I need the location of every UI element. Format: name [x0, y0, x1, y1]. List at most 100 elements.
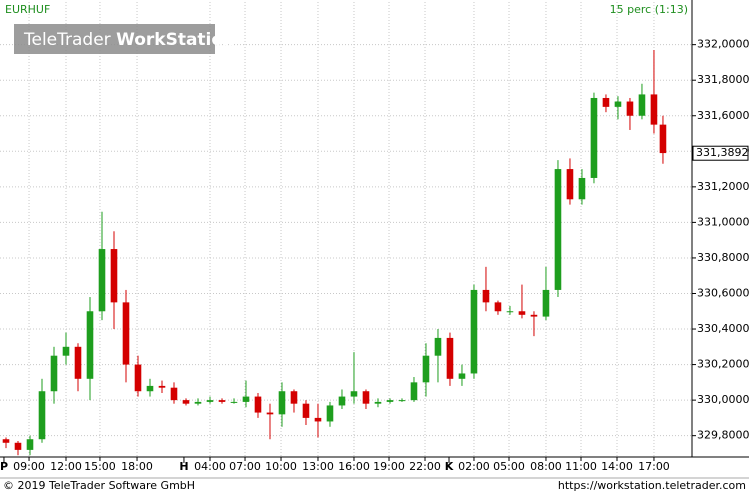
candle-body: [554, 169, 562, 290]
candle-body: [98, 249, 106, 312]
candle-body: [602, 97, 610, 107]
y-tick-label: 330,0000: [697, 393, 749, 406]
x-tick-label: 08:00: [530, 460, 562, 473]
candle-body: [290, 391, 298, 404]
candle-body: [2, 439, 10, 443]
candle-body: [242, 396, 250, 402]
candle-body: [614, 101, 622, 107]
last-price-label: 331,3892: [696, 146, 749, 159]
y-tick-label: 330,4000: [697, 322, 749, 335]
url: https://workstation.teletrader.com: [558, 479, 746, 492]
y-tick-label: 330,2000: [697, 358, 749, 371]
watermark-product: WorkStation: [116, 30, 235, 50]
candle-body: [146, 385, 154, 392]
x-tick-label: 02:00: [458, 460, 490, 473]
candle-body: [638, 94, 646, 116]
x-tick-label: 09:00: [13, 460, 45, 473]
x-tick-label: 14:00: [601, 460, 633, 473]
watermark-box: [14, 24, 215, 54]
candle-body: [14, 442, 22, 450]
x-tick-label: 13:00: [302, 460, 334, 473]
candle-body: [506, 311, 514, 313]
candle-body: [62, 346, 70, 356]
candle-body: [566, 169, 574, 200]
candle-body: [410, 382, 418, 401]
candle-body: [326, 405, 334, 422]
candle-body: [50, 355, 58, 392]
candle-body: [626, 101, 634, 116]
day-label: K: [445, 460, 454, 473]
candle-body: [482, 289, 490, 303]
candle-body: [206, 400, 214, 402]
candle-body: [254, 396, 262, 413]
x-tick-label: 04:00: [194, 460, 226, 473]
candle-body: [338, 396, 346, 406]
candle-body: [134, 364, 142, 392]
candle-body: [26, 439, 34, 450]
x-tick-label: 17:00: [638, 460, 670, 473]
chart-subtitle: 15 perc (1:13): [610, 3, 688, 16]
y-tick-label: 330,8000: [697, 251, 749, 264]
x-tick-label: 12:00: [50, 460, 82, 473]
candle-body: [38, 391, 46, 440]
y-tick-label: 330,6000: [697, 286, 749, 299]
x-tick-label: 15:00: [84, 460, 116, 473]
candle-body: [494, 302, 502, 312]
day-label: P: [0, 460, 8, 473]
candle-body: [218, 400, 226, 402]
y-tick-label: 331,6000: [697, 109, 749, 122]
last-price-box: [692, 145, 749, 161]
x-tick-label: 05:00: [493, 460, 525, 473]
candle-body: [110, 249, 118, 303]
y-tick-label: 332,0000: [697, 38, 749, 51]
x-tick-label: 11:00: [565, 460, 597, 473]
candle-body: [170, 387, 178, 401]
chart-title: EURHUF: [5, 3, 50, 16]
y-tick-label: 331,2000: [697, 180, 749, 193]
candle-body: [398, 400, 406, 402]
day-label: H: [179, 460, 188, 473]
candle-body: [266, 412, 274, 415]
candle-body: [434, 337, 442, 356]
candle-body: [578, 177, 586, 200]
candle-body: [350, 391, 358, 397]
candle-body: [374, 401, 382, 404]
candle-body: [278, 391, 286, 415]
candle-body: [302, 403, 310, 418]
candle-body: [659, 124, 667, 154]
x-tick-label: 07:00: [229, 460, 261, 473]
candles: [2, 49, 667, 456]
candle-body: [182, 400, 190, 404]
y-tick-label: 329,8000: [697, 429, 749, 442]
candle-body: [530, 314, 538, 317]
candle-body: [590, 97, 598, 178]
candle-body: [542, 289, 550, 317]
candle-body: [86, 311, 94, 379]
candle-body: [386, 400, 394, 402]
watermark-brand: TeleTrader: [23, 30, 111, 50]
copyright: © 2019 TeleTrader Software GmbH: [3, 479, 195, 492]
candle-body: [230, 401, 238, 403]
candle-body: [314, 417, 322, 422]
candle-body: [194, 401, 202, 404]
x-tick-label: 22:00: [409, 460, 441, 473]
candle-body: [362, 391, 370, 404]
x-tick-label: 16:00: [338, 460, 370, 473]
candle-body: [74, 346, 82, 379]
x-tick-label: 19:00: [373, 460, 405, 473]
candle-body: [422, 355, 430, 383]
candle-body: [470, 289, 478, 374]
candle-body: [122, 302, 130, 365]
y-tick-label: 331,8000: [697, 73, 749, 86]
watermark: TeleTrader WorkStation: [23, 30, 235, 50]
candle-body: [158, 385, 166, 388]
candle-body: [650, 94, 658, 125]
x-tick-label: 18:00: [121, 460, 153, 473]
y-tick-label: 331,0000: [697, 215, 749, 228]
candle-body: [446, 337, 454, 379]
candle-body: [518, 311, 526, 315]
candle-body: [458, 373, 466, 379]
x-tick-label: 10:00: [265, 460, 297, 473]
